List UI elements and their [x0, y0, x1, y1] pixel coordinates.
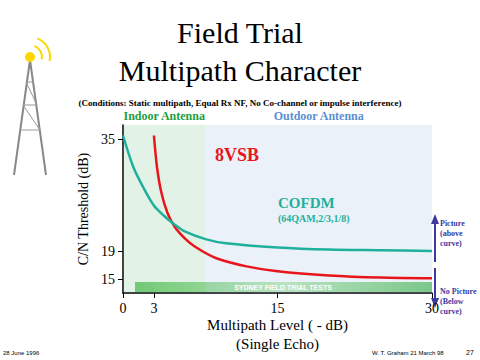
svg-text:30: 30 [425, 301, 439, 316]
svg-text:8VSB: 8VSB [215, 145, 259, 165]
svg-text:COFDM: COFDM [278, 195, 335, 211]
svg-text:(Single Echo): (Single Echo) [236, 336, 319, 353]
svg-text:Picture: Picture [440, 219, 465, 228]
svg-text:Multipath Character: Multipath Character [119, 54, 361, 87]
svg-text:SYDNEY FIELD TRIAL TESTS: SYDNEY FIELD TRIAL TESTS [234, 284, 332, 291]
svg-text:Field Trial: Field Trial [177, 16, 303, 49]
svg-text:No Picture: No Picture [440, 287, 477, 296]
svg-text:0: 0 [120, 301, 127, 316]
svg-text:Indoor Antenna: Indoor Antenna [123, 109, 204, 123]
svg-text:Multipath Level ( - dB): Multipath Level ( - dB) [207, 317, 348, 334]
svg-text:28 June 1996: 28 June 1996 [3, 350, 40, 356]
svg-text:(Below: (Below [440, 297, 464, 306]
svg-text:(64QAM,2/3,1/8): (64QAM,2/3,1/8) [278, 213, 350, 225]
svg-text:curve): curve) [440, 239, 462, 248]
svg-text:15: 15 [101, 272, 115, 287]
svg-text:(above: (above [440, 229, 463, 238]
svg-text:15: 15 [271, 301, 285, 316]
svg-text:W. T. Graham 21 March 98: W. T. Graham 21 March 98 [372, 350, 444, 356]
svg-text:35: 35 [101, 132, 115, 147]
svg-text:Outdoor Antenna: Outdoor Antenna [274, 109, 364, 123]
svg-text:19: 19 [101, 244, 115, 259]
svg-text:(Conditions: Static multipath,: (Conditions: Static multipath, Equal Rx … [79, 98, 402, 108]
svg-text:C/N Threshold (dB): C/N Threshold (dB) [76, 152, 92, 265]
svg-text:3: 3 [150, 301, 157, 316]
svg-text:27: 27 [466, 349, 474, 356]
svg-text:curve): curve) [440, 307, 462, 316]
